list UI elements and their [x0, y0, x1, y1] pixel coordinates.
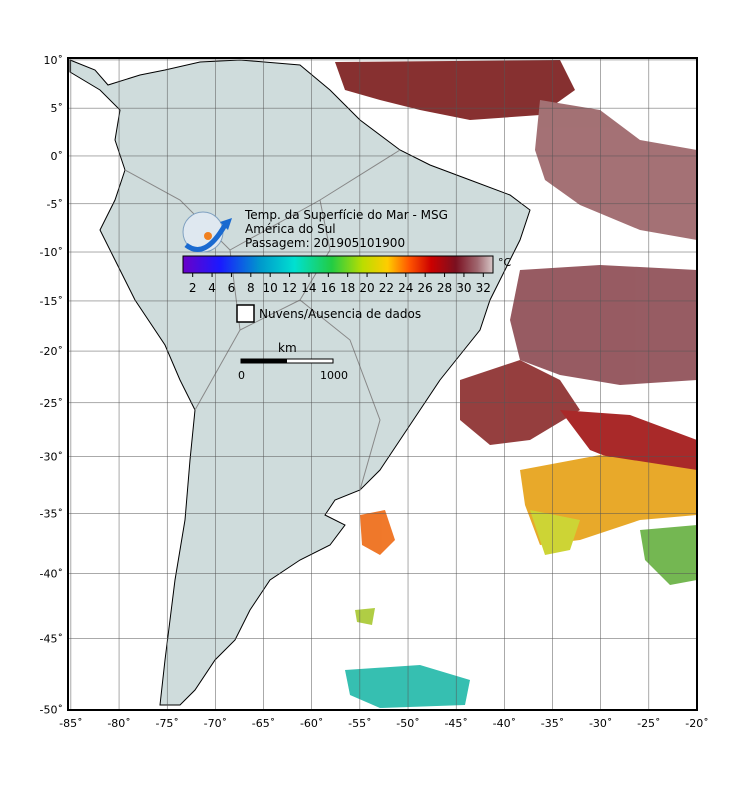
colorbar-tick-label: 10: [263, 281, 278, 295]
y-tick-label: 0˚: [51, 150, 64, 163]
pass: Passagem: 201905101900: [245, 236, 405, 250]
x-tick-label: -35˚: [541, 717, 564, 730]
y-tick-label: -50˚: [40, 703, 63, 716]
graticule: [68, 58, 698, 710]
y-tick-label: -45˚: [40, 632, 63, 645]
colorbar-tick-label: 14: [301, 281, 316, 295]
no-data-label: Nuvens/Ausencia de dados: [259, 307, 421, 321]
colorbar-unit: °C: [498, 256, 512, 269]
colorbar-tick-label: 24: [398, 281, 413, 295]
scale-start: 0: [238, 369, 245, 382]
scale-bar: [240, 358, 334, 364]
scale-end: 1000: [320, 369, 348, 382]
map-frame: [67, 57, 698, 711]
x-tick-label: -60˚: [300, 717, 323, 730]
y-tick-label: -35˚: [40, 507, 63, 520]
y-tick-label: -5˚: [47, 198, 63, 211]
colorbar-tick-label: 6: [228, 281, 236, 295]
title: Temp. da Superfície do Mar - MSG: [244, 208, 448, 222]
region: América do Sul: [245, 222, 336, 236]
map-body: [69, 59, 697, 708]
sst-patches: [335, 60, 697, 708]
x-tick-label: -30˚: [589, 717, 612, 730]
x-tick-label: -55˚: [348, 717, 371, 730]
colorbar-tick-label: 20: [359, 281, 374, 295]
colorbar-tick-label: 32: [476, 281, 491, 295]
x-tick-label: -25˚: [637, 717, 660, 730]
inpe-logo: [182, 211, 232, 253]
x-tick-label: -85˚: [59, 717, 82, 730]
y-tick-label: 10˚: [44, 54, 64, 67]
y-tick-label: -25˚: [40, 397, 63, 410]
no-data-swatch: [236, 304, 255, 323]
x-tick-label: -65˚: [252, 717, 275, 730]
colorbar: [182, 255, 494, 274]
colorbar-tick-label: 4: [208, 281, 216, 295]
colorbar-tick-label: 26: [418, 281, 433, 295]
colorbar-tick-label: 28: [437, 281, 452, 295]
colorbar-tick-label: 16: [321, 281, 336, 295]
y-tick-label: -15˚: [40, 295, 63, 308]
colorbar-tick-label: 18: [340, 281, 355, 295]
y-tick-label: -20˚: [40, 345, 63, 358]
x-tick-label: -80˚: [107, 717, 130, 730]
x-tick-label: -50˚: [396, 717, 419, 730]
x-tick-label: -40˚: [493, 717, 516, 730]
colorbar-tick-label: 30: [456, 281, 471, 295]
colorbar-tick-label: 2: [189, 281, 197, 295]
x-tick-label: -70˚: [204, 717, 227, 730]
colorbar-tick-label: 12: [282, 281, 297, 295]
y-tick-label: -30˚: [40, 451, 63, 464]
y-tick-label: -10˚: [40, 246, 63, 259]
x-tick-label: -75˚: [155, 717, 178, 730]
colorbar-tick-label: 22: [379, 281, 394, 295]
x-tick-label: -45˚: [444, 717, 467, 730]
scale-unit: km: [278, 341, 297, 355]
colorbar-tick-label: 8: [247, 281, 255, 295]
x-tick-label: -20˚: [685, 717, 708, 730]
y-tick-label: 5˚: [51, 102, 64, 115]
y-tick-label: -40˚: [40, 568, 63, 581]
